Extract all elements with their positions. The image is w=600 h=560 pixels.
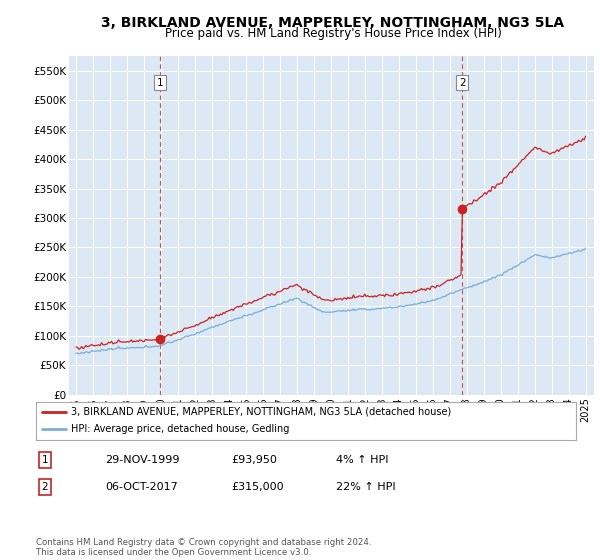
Text: 1: 1 <box>41 455 49 465</box>
Text: 22% ↑ HPI: 22% ↑ HPI <box>336 482 395 492</box>
Text: 06-OCT-2017: 06-OCT-2017 <box>105 482 178 492</box>
Text: HPI: Average price, detached house, Gedling: HPI: Average price, detached house, Gedl… <box>71 424 289 435</box>
Text: £93,950: £93,950 <box>231 455 277 465</box>
Text: 29-NOV-1999: 29-NOV-1999 <box>105 455 179 465</box>
Text: 4% ↑ HPI: 4% ↑ HPI <box>336 455 389 465</box>
Text: 1: 1 <box>157 77 163 87</box>
Text: £315,000: £315,000 <box>231 482 284 492</box>
Text: Contains HM Land Registry data © Crown copyright and database right 2024.
This d: Contains HM Land Registry data © Crown c… <box>36 538 371 557</box>
Text: 3, BIRKLAND AVENUE, MAPPERLEY, NOTTINGHAM, NG3 5LA: 3, BIRKLAND AVENUE, MAPPERLEY, NOTTINGHA… <box>101 16 565 30</box>
Text: 3, BIRKLAND AVENUE, MAPPERLEY, NOTTINGHAM, NG3 5LA (detached house): 3, BIRKLAND AVENUE, MAPPERLEY, NOTTINGHA… <box>71 407 451 417</box>
Text: 2: 2 <box>41 482 49 492</box>
Text: 2: 2 <box>459 77 466 87</box>
Text: Price paid vs. HM Land Registry's House Price Index (HPI): Price paid vs. HM Land Registry's House … <box>164 27 502 40</box>
